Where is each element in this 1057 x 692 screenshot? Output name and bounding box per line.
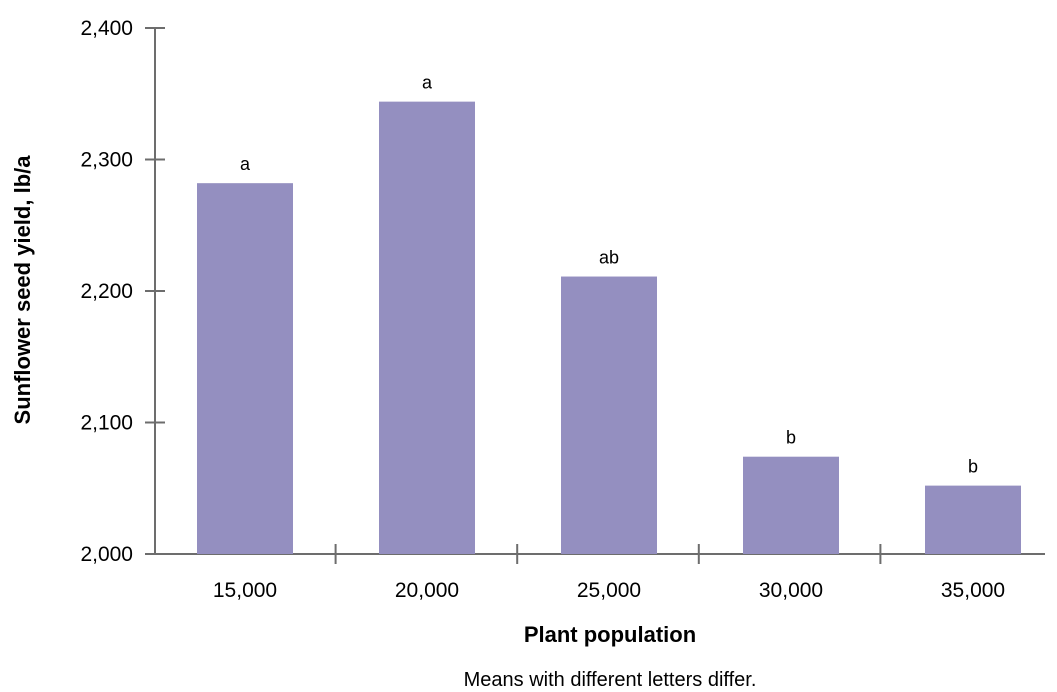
y-axis-ticks: 2,000 2,100 2,200 2,300 2,400 <box>80 17 165 566</box>
y-tick-label: 2,300 <box>80 149 133 172</box>
data-label: b <box>786 428 796 448</box>
data-label: ab <box>599 248 619 268</box>
y-tick-label: 2,000 <box>80 543 133 566</box>
footnote: Means with different letters differ. <box>464 669 757 691</box>
x-axis-ticks: 15,000 20,000 25,000 30,000 35,000 <box>213 544 1005 602</box>
y-tick-label: 2,200 <box>80 280 133 303</box>
y-tick-label: 2,100 <box>80 412 133 435</box>
bar <box>925 485 1021 554</box>
x-tick-label: 30,000 <box>759 579 823 602</box>
bar <box>743 456 839 554</box>
y-tick-label: 2,400 <box>80 17 133 40</box>
x-tick-label: 35,000 <box>941 579 1005 602</box>
bars <box>197 101 1021 555</box>
data-label: b <box>968 457 978 477</box>
x-axis-title: Plant population <box>524 622 696 647</box>
x-tick-label: 25,000 <box>577 579 641 602</box>
data-label: a <box>422 73 433 93</box>
bar <box>379 101 475 554</box>
x-tick-label: 20,000 <box>395 579 459 602</box>
data-label: a <box>240 154 251 174</box>
y-axis-title: Sunflower seed yield, lb/a <box>10 155 35 425</box>
bar <box>561 276 657 554</box>
bar <box>197 183 293 555</box>
x-tick-label: 15,000 <box>213 579 277 602</box>
data-labels: a a ab b b <box>240 73 978 477</box>
